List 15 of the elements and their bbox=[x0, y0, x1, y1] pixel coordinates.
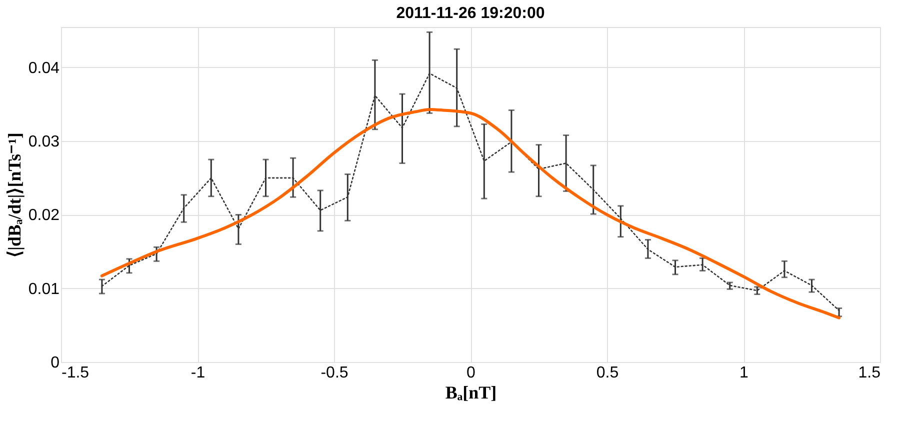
line-series bbox=[100, 108, 841, 320]
x-axis-title: Bₐ[nT] bbox=[445, 382, 497, 402]
x-tick-label: -1 bbox=[190, 364, 206, 382]
y-axis-title: ⟨|dBₐ/dt|⟩[nTs⁻¹] bbox=[4, 132, 24, 258]
x-tick-label: 1.5 bbox=[858, 364, 881, 382]
y-tick-label: 0.03 bbox=[28, 134, 60, 151]
y-tick-label: 0.02 bbox=[28, 207, 60, 224]
x-tick-label: 0 bbox=[466, 364, 476, 382]
x-tick-label: 1 bbox=[740, 364, 749, 382]
chart-title: 2011-11-26 19:20:00 bbox=[396, 5, 545, 22]
x-tick-label: -1.5 bbox=[62, 364, 90, 382]
x-tick-label: 0.5 bbox=[596, 364, 619, 382]
x-tick-label: -0.5 bbox=[320, 364, 348, 382]
y-tick-label: 0.04 bbox=[28, 60, 60, 77]
y-tick-label: 0.01 bbox=[28, 280, 60, 298]
